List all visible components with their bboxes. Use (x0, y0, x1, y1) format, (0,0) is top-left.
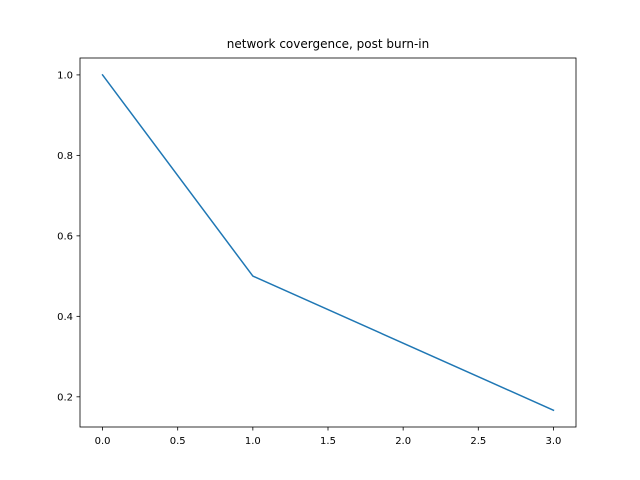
y-tick-label: 0.8 (57, 151, 73, 162)
x-tick-label: 0.5 (170, 436, 186, 447)
x-tick-label: 3.0 (546, 436, 562, 447)
x-tick-label: 0.0 (95, 436, 111, 447)
x-tick-label: 2.0 (395, 436, 411, 447)
y-tick-label: 0.4 (57, 312, 73, 323)
x-tick-label: 1.5 (320, 436, 336, 447)
y-tick-label: 0.2 (57, 392, 73, 403)
chart-title: network covergence, post burn-in (227, 37, 429, 51)
x-tick-label: 1.0 (245, 436, 261, 447)
series-line-0 (101, 73, 555, 412)
y-tick-label: 1.0 (57, 70, 73, 81)
y-tick-label: 0.6 (57, 231, 73, 242)
plot-area: 0.0 0.5 1.0 1.5 2.0 2.5 3.0 0.2 0.4 0.6 0.8 1.0 (57, 57, 577, 447)
x-tick-label: 2.5 (470, 436, 486, 447)
